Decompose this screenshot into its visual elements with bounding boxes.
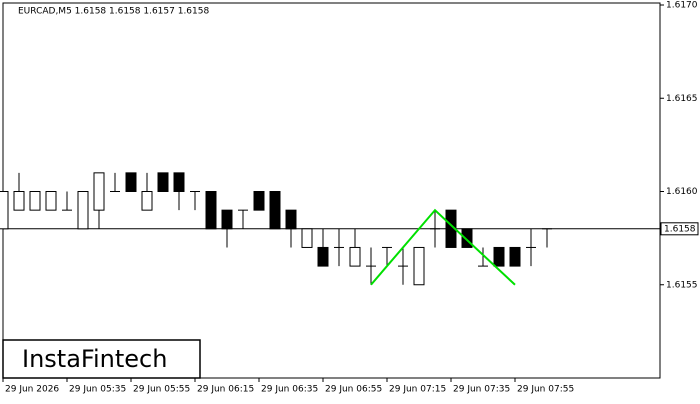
candle-body	[29, 191, 41, 211]
candle-body	[93, 172, 105, 211]
candle-body	[461, 228, 473, 248]
candle-body	[493, 246, 505, 267]
logo: InstaFintech	[22, 345, 167, 373]
candle-body	[301, 228, 313, 248]
candle-body	[349, 246, 361, 267]
x-tick-label: 29 Jun 05:55	[133, 385, 190, 395]
price-label: 1.6158	[664, 224, 696, 234]
price-box	[660, 222, 699, 236]
candle-body	[125, 172, 137, 193]
plot-area	[2, 2, 661, 379]
y-tick-label: 1.6165	[666, 94, 698, 104]
candle-body	[509, 246, 521, 267]
x-tick-label: 29 Jun 06:35	[261, 385, 318, 395]
candle-body	[77, 191, 89, 230]
logo-box	[2, 339, 201, 379]
candle-body	[13, 191, 25, 211]
pattern-line	[370, 208, 516, 286]
candle-body	[157, 172, 169, 193]
candle-body	[413, 246, 425, 286]
y-tick-label: 1.6155	[666, 280, 698, 290]
x-tick-label: 29 Jun 07:55	[517, 385, 574, 395]
candle-body	[285, 209, 297, 230]
candle-body	[45, 191, 57, 211]
y-tick-label: 1.6170	[666, 1, 698, 11]
x-tick-label: 29 Jun 05:35	[69, 385, 126, 395]
candle-body	[0, 191, 9, 230]
x-tick-label: 29 Jun 07:15	[389, 385, 446, 395]
candle-body	[269, 191, 281, 230]
x-tick-label: 29 Jun 07:35	[453, 385, 510, 395]
candle-body	[173, 172, 185, 193]
candle-body	[141, 191, 153, 211]
candle-body	[253, 191, 265, 211]
x-tick-label: 29 Jun 06:15	[197, 385, 254, 395]
y-tick-label: 1.6160	[666, 187, 698, 197]
candle-body	[205, 191, 217, 230]
chart-header: EURCAD,M5 1.6158 1.6158 1.6157 1.6158	[18, 7, 209, 17]
candle-body	[221, 209, 233, 230]
x-tick-label: 29 Jun 2026	[5, 385, 59, 395]
x-tick-label: 29 Jun 06:55	[325, 385, 382, 395]
candle-body	[317, 246, 329, 267]
